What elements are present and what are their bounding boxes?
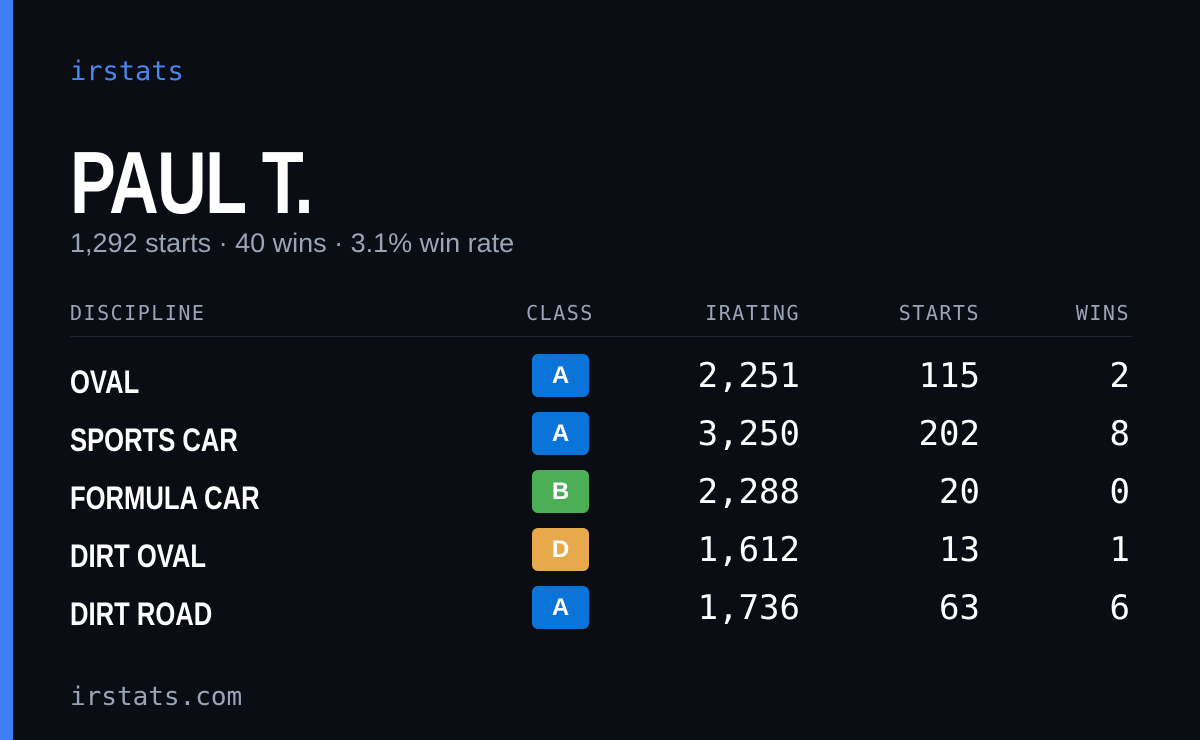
- irating: 1,612: [697, 530, 800, 570]
- starts: 13: [939, 530, 980, 570]
- class-badge: A: [532, 412, 589, 455]
- starts: 20: [939, 472, 980, 512]
- discipline: DIRT ROAD: [70, 596, 213, 632]
- starts: 202: [918, 414, 980, 454]
- wins: 0: [1109, 472, 1130, 512]
- discipline: SPORTS CAR: [70, 422, 238, 458]
- discipline: OVAL: [70, 364, 140, 400]
- column-header: WINS: [1075, 301, 1130, 325]
- driver-summary: 1,292 starts · 40 wins · 3.1% win rate: [70, 228, 515, 258]
- irating: 1,736: [697, 588, 800, 628]
- brand: irstats: [70, 56, 184, 87]
- column-header: CLASS: [526, 301, 594, 325]
- wins: 2: [1109, 356, 1130, 396]
- accent-bar: [0, 0, 13, 740]
- class-badge: A: [532, 354, 589, 397]
- starts: 63: [939, 588, 980, 628]
- column-header: IRATING: [705, 301, 800, 325]
- column-header: DISCIPLINE: [70, 301, 206, 325]
- irating: 2,251: [697, 356, 800, 396]
- irating: 3,250: [697, 414, 800, 454]
- footer: irstats.com: [70, 682, 243, 712]
- driver-name: PAUL T.: [70, 133, 314, 232]
- discipline: DIRT OVAL: [70, 538, 207, 574]
- wins: 8: [1109, 414, 1130, 454]
- column-header: STARTS: [898, 301, 980, 325]
- class-badge: B: [532, 470, 589, 513]
- header-rule: [70, 336, 1132, 337]
- starts: 115: [918, 356, 980, 396]
- irating: 2,288: [697, 472, 800, 512]
- wins: 6: [1109, 588, 1130, 628]
- wins: 1: [1109, 530, 1130, 570]
- class-badge: A: [532, 586, 589, 629]
- discipline: FORMULA CAR: [70, 480, 260, 516]
- class-badge: D: [532, 528, 589, 571]
